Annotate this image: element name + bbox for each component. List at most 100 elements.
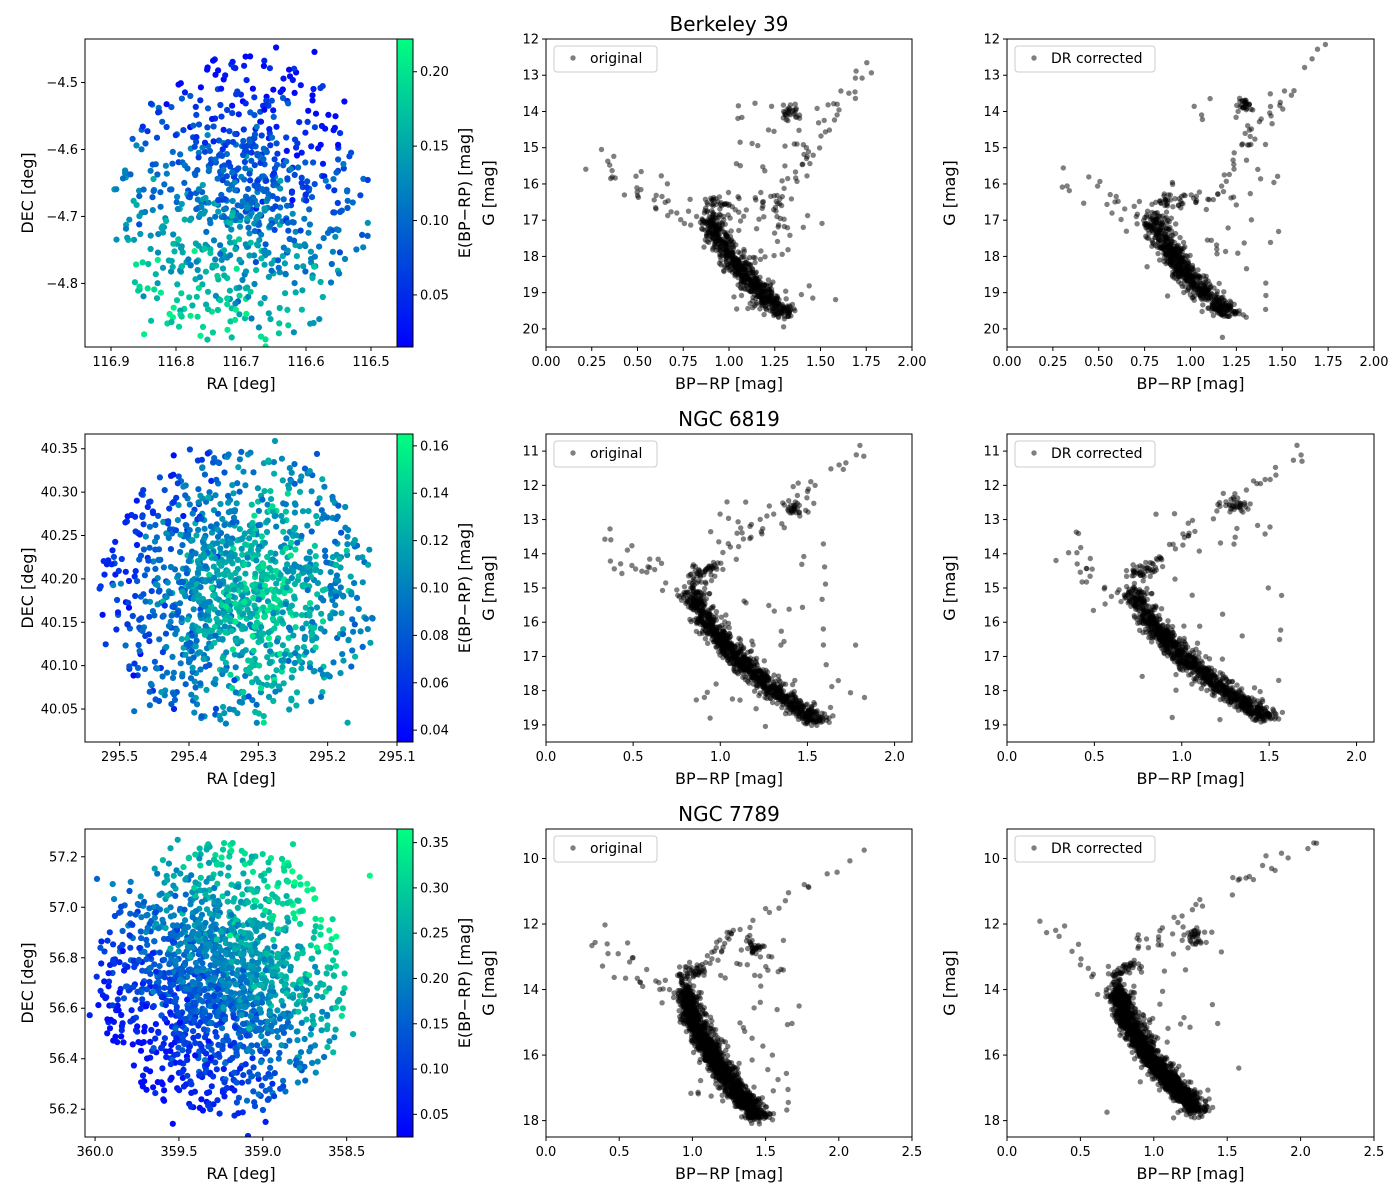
star-point bbox=[241, 561, 248, 568]
star-point bbox=[1314, 46, 1321, 52]
star-point bbox=[267, 142, 274, 149]
star-point bbox=[742, 676, 749, 683]
star-point bbox=[725, 648, 731, 654]
star-point bbox=[282, 290, 289, 297]
star-point bbox=[738, 292, 745, 299]
star-point bbox=[277, 204, 284, 211]
star-point bbox=[298, 179, 305, 187]
star-point bbox=[247, 53, 254, 60]
star-point bbox=[846, 90, 852, 96]
star-point bbox=[283, 202, 291, 209]
star-point bbox=[1301, 64, 1308, 71]
star-point bbox=[734, 257, 740, 264]
star-point bbox=[148, 588, 155, 595]
star-point bbox=[808, 717, 814, 723]
star-point bbox=[199, 144, 206, 151]
star-point bbox=[242, 53, 249, 60]
star-point bbox=[1179, 283, 1186, 290]
star-point bbox=[300, 644, 307, 651]
star-point bbox=[227, 252, 234, 259]
star-point bbox=[191, 143, 198, 150]
star-point bbox=[275, 264, 282, 271]
star-point bbox=[261, 57, 268, 64]
star-point bbox=[311, 542, 318, 550]
star-point bbox=[1163, 209, 1170, 215]
star-point bbox=[249, 199, 256, 206]
star-point bbox=[239, 551, 246, 558]
star-point bbox=[307, 320, 314, 327]
star-point bbox=[313, 635, 320, 642]
star-point bbox=[819, 220, 825, 227]
star-point bbox=[217, 716, 224, 723]
x-tick-label: 0.00 bbox=[532, 355, 561, 370]
star-point bbox=[340, 165, 347, 172]
star-point bbox=[259, 186, 266, 193]
star-point bbox=[734, 306, 740, 312]
x-tick-label: 1.50 bbox=[806, 355, 835, 370]
star-point bbox=[270, 459, 277, 466]
star-point bbox=[293, 689, 301, 696]
star-point bbox=[296, 488, 304, 495]
panel-1: 0.050.100.150.20E(BP−RP) [mag]116.9 116.8… bbox=[18, 38, 474, 393]
star-point bbox=[146, 613, 153, 620]
star-point bbox=[173, 494, 180, 501]
star-point bbox=[1155, 250, 1161, 257]
star-point bbox=[219, 655, 226, 662]
star-point bbox=[810, 295, 816, 301]
star-point bbox=[279, 609, 286, 616]
star-point bbox=[772, 687, 778, 693]
star-point bbox=[282, 545, 289, 552]
star-point bbox=[290, 568, 297, 576]
star-point bbox=[332, 113, 339, 120]
star-point bbox=[731, 648, 738, 654]
star-point bbox=[317, 84, 324, 92]
colorbar-tick-label: 0.12 bbox=[420, 534, 449, 549]
star-point bbox=[175, 502, 182, 509]
star-point bbox=[278, 544, 285, 551]
star-point bbox=[1188, 192, 1194, 198]
star-point bbox=[253, 701, 260, 708]
star-point bbox=[263, 528, 271, 536]
star-point bbox=[261, 613, 268, 621]
x-tick-label: 116.6 bbox=[287, 355, 324, 370]
star-point bbox=[313, 566, 320, 573]
star-point bbox=[200, 655, 207, 662]
star-point bbox=[219, 636, 226, 643]
x-tick-label: 116.7 bbox=[222, 355, 259, 370]
star-point bbox=[757, 256, 764, 263]
star-point bbox=[751, 663, 757, 669]
star-point bbox=[226, 234, 233, 241]
star-point bbox=[289, 210, 296, 217]
star-point bbox=[195, 121, 203, 128]
star-point bbox=[161, 181, 168, 188]
star-point bbox=[797, 697, 803, 704]
star-point bbox=[114, 609, 122, 616]
star-point bbox=[308, 143, 315, 150]
star-point bbox=[174, 480, 181, 487]
star-point bbox=[161, 487, 168, 494]
star-point bbox=[226, 128, 233, 135]
star-point bbox=[251, 112, 258, 119]
star-point bbox=[293, 532, 300, 539]
star-point bbox=[150, 175, 157, 183]
star-point bbox=[244, 668, 251, 675]
star-point bbox=[228, 226, 235, 233]
star-point bbox=[312, 644, 319, 651]
star-point bbox=[776, 297, 782, 303]
star-point bbox=[141, 665, 148, 673]
star-point bbox=[706, 611, 712, 617]
star-point bbox=[328, 260, 335, 268]
star-point bbox=[293, 152, 301, 159]
star-point bbox=[1234, 102, 1240, 109]
star-point bbox=[291, 65, 298, 72]
star-point bbox=[761, 286, 767, 293]
star-point bbox=[337, 584, 344, 591]
star-point bbox=[305, 564, 312, 571]
star-point bbox=[212, 632, 219, 639]
star-point bbox=[223, 649, 230, 656]
star-point bbox=[338, 610, 345, 617]
star-point bbox=[236, 256, 243, 263]
star-point bbox=[690, 585, 696, 591]
star-point bbox=[1097, 178, 1103, 185]
star-point bbox=[281, 260, 288, 267]
